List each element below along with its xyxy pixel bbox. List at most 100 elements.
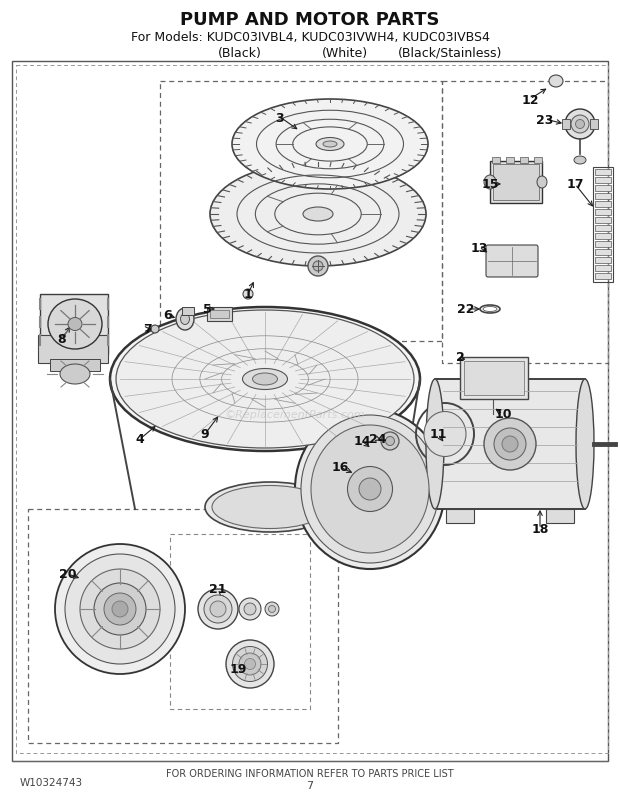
Text: 10: 10 bbox=[494, 408, 512, 421]
Ellipse shape bbox=[313, 261, 323, 272]
Ellipse shape bbox=[295, 410, 445, 569]
Text: 8: 8 bbox=[58, 333, 66, 346]
Bar bbox=[207, 308, 232, 322]
Bar bbox=[490, 162, 542, 204]
Bar bbox=[160, 82, 442, 342]
Ellipse shape bbox=[549, 76, 563, 88]
Ellipse shape bbox=[424, 412, 466, 457]
Ellipse shape bbox=[303, 208, 333, 221]
Text: 3: 3 bbox=[276, 111, 285, 124]
Bar bbox=[464, 362, 524, 395]
Bar bbox=[595, 233, 611, 240]
Bar bbox=[16, 66, 608, 753]
Text: 5: 5 bbox=[203, 303, 211, 316]
Ellipse shape bbox=[68, 318, 82, 331]
Bar bbox=[182, 308, 194, 316]
Text: 7: 7 bbox=[144, 323, 153, 336]
Text: 21: 21 bbox=[209, 583, 227, 596]
Ellipse shape bbox=[110, 308, 420, 452]
Ellipse shape bbox=[210, 163, 426, 267]
Ellipse shape bbox=[252, 374, 278, 386]
Bar bbox=[460, 358, 528, 399]
Ellipse shape bbox=[244, 603, 256, 615]
Bar bbox=[40, 294, 108, 354]
Ellipse shape bbox=[204, 595, 232, 623]
Ellipse shape bbox=[575, 120, 585, 129]
Text: 6: 6 bbox=[164, 309, 172, 322]
Text: 19: 19 bbox=[229, 662, 247, 675]
Bar bbox=[595, 178, 611, 184]
Ellipse shape bbox=[565, 110, 595, 140]
Ellipse shape bbox=[104, 593, 136, 626]
Ellipse shape bbox=[426, 379, 444, 509]
Bar bbox=[492, 158, 500, 164]
Bar bbox=[595, 202, 611, 208]
Bar bbox=[595, 273, 611, 280]
Ellipse shape bbox=[176, 309, 194, 330]
Ellipse shape bbox=[323, 142, 337, 148]
Bar bbox=[506, 158, 514, 164]
Bar bbox=[595, 170, 611, 176]
Bar bbox=[38, 335, 108, 363]
Bar bbox=[595, 265, 611, 272]
Text: For Models: KUDC03IVBL4, KUDC03IVWH4, KUDC03IVBS4: For Models: KUDC03IVBL4, KUDC03IVWH4, KU… bbox=[131, 31, 489, 44]
Ellipse shape bbox=[48, 300, 102, 350]
Bar bbox=[546, 509, 574, 524]
Ellipse shape bbox=[94, 583, 146, 635]
Ellipse shape bbox=[232, 646, 267, 682]
Text: 7: 7 bbox=[306, 780, 314, 790]
Ellipse shape bbox=[308, 257, 328, 277]
Text: 13: 13 bbox=[471, 241, 488, 254]
Ellipse shape bbox=[210, 602, 226, 618]
Bar bbox=[12, 62, 608, 761]
Bar bbox=[210, 310, 229, 318]
Bar bbox=[595, 217, 611, 224]
Bar bbox=[595, 249, 611, 256]
Text: 2: 2 bbox=[456, 351, 464, 364]
Bar bbox=[534, 158, 542, 164]
Ellipse shape bbox=[576, 379, 594, 509]
Bar bbox=[590, 119, 598, 130]
Ellipse shape bbox=[381, 432, 399, 451]
Text: W10324743: W10324743 bbox=[20, 777, 83, 787]
Ellipse shape bbox=[239, 598, 261, 620]
Text: 24: 24 bbox=[370, 433, 387, 446]
Ellipse shape bbox=[359, 479, 381, 500]
Bar bbox=[595, 186, 611, 192]
Bar bbox=[442, 82, 608, 363]
Ellipse shape bbox=[232, 100, 428, 190]
Ellipse shape bbox=[574, 157, 586, 164]
Text: 23: 23 bbox=[536, 113, 554, 127]
Ellipse shape bbox=[60, 365, 90, 384]
Ellipse shape bbox=[502, 436, 518, 452]
Bar bbox=[446, 509, 474, 524]
Text: 22: 22 bbox=[457, 303, 475, 316]
Ellipse shape bbox=[265, 602, 279, 616]
Text: 1: 1 bbox=[244, 288, 252, 301]
Text: FOR ORDERING INFORMATION REFER TO PARTS PRICE LIST: FOR ORDERING INFORMATION REFER TO PARTS … bbox=[166, 768, 454, 778]
Ellipse shape bbox=[80, 569, 160, 649]
Ellipse shape bbox=[243, 290, 253, 300]
Ellipse shape bbox=[205, 482, 335, 533]
Bar bbox=[595, 194, 611, 200]
Ellipse shape bbox=[301, 415, 439, 563]
Bar bbox=[520, 158, 528, 164]
Ellipse shape bbox=[268, 606, 275, 613]
Ellipse shape bbox=[484, 176, 496, 190]
Ellipse shape bbox=[180, 314, 190, 325]
Bar bbox=[170, 534, 310, 709]
Bar bbox=[562, 119, 570, 130]
Bar bbox=[595, 241, 611, 248]
Bar bbox=[493, 164, 539, 200]
Bar bbox=[593, 168, 613, 282]
Text: (White): (White) bbox=[322, 47, 368, 59]
Bar bbox=[595, 225, 611, 232]
Text: PUMP AND MOTOR PARTS: PUMP AND MOTOR PARTS bbox=[180, 11, 440, 29]
Bar bbox=[435, 379, 585, 509]
Text: 11: 11 bbox=[429, 428, 447, 441]
Ellipse shape bbox=[226, 640, 274, 688]
Ellipse shape bbox=[494, 428, 526, 460]
Ellipse shape bbox=[198, 589, 238, 630]
Text: (Black/Stainless): (Black/Stainless) bbox=[398, 47, 502, 59]
Text: 12: 12 bbox=[521, 93, 539, 107]
